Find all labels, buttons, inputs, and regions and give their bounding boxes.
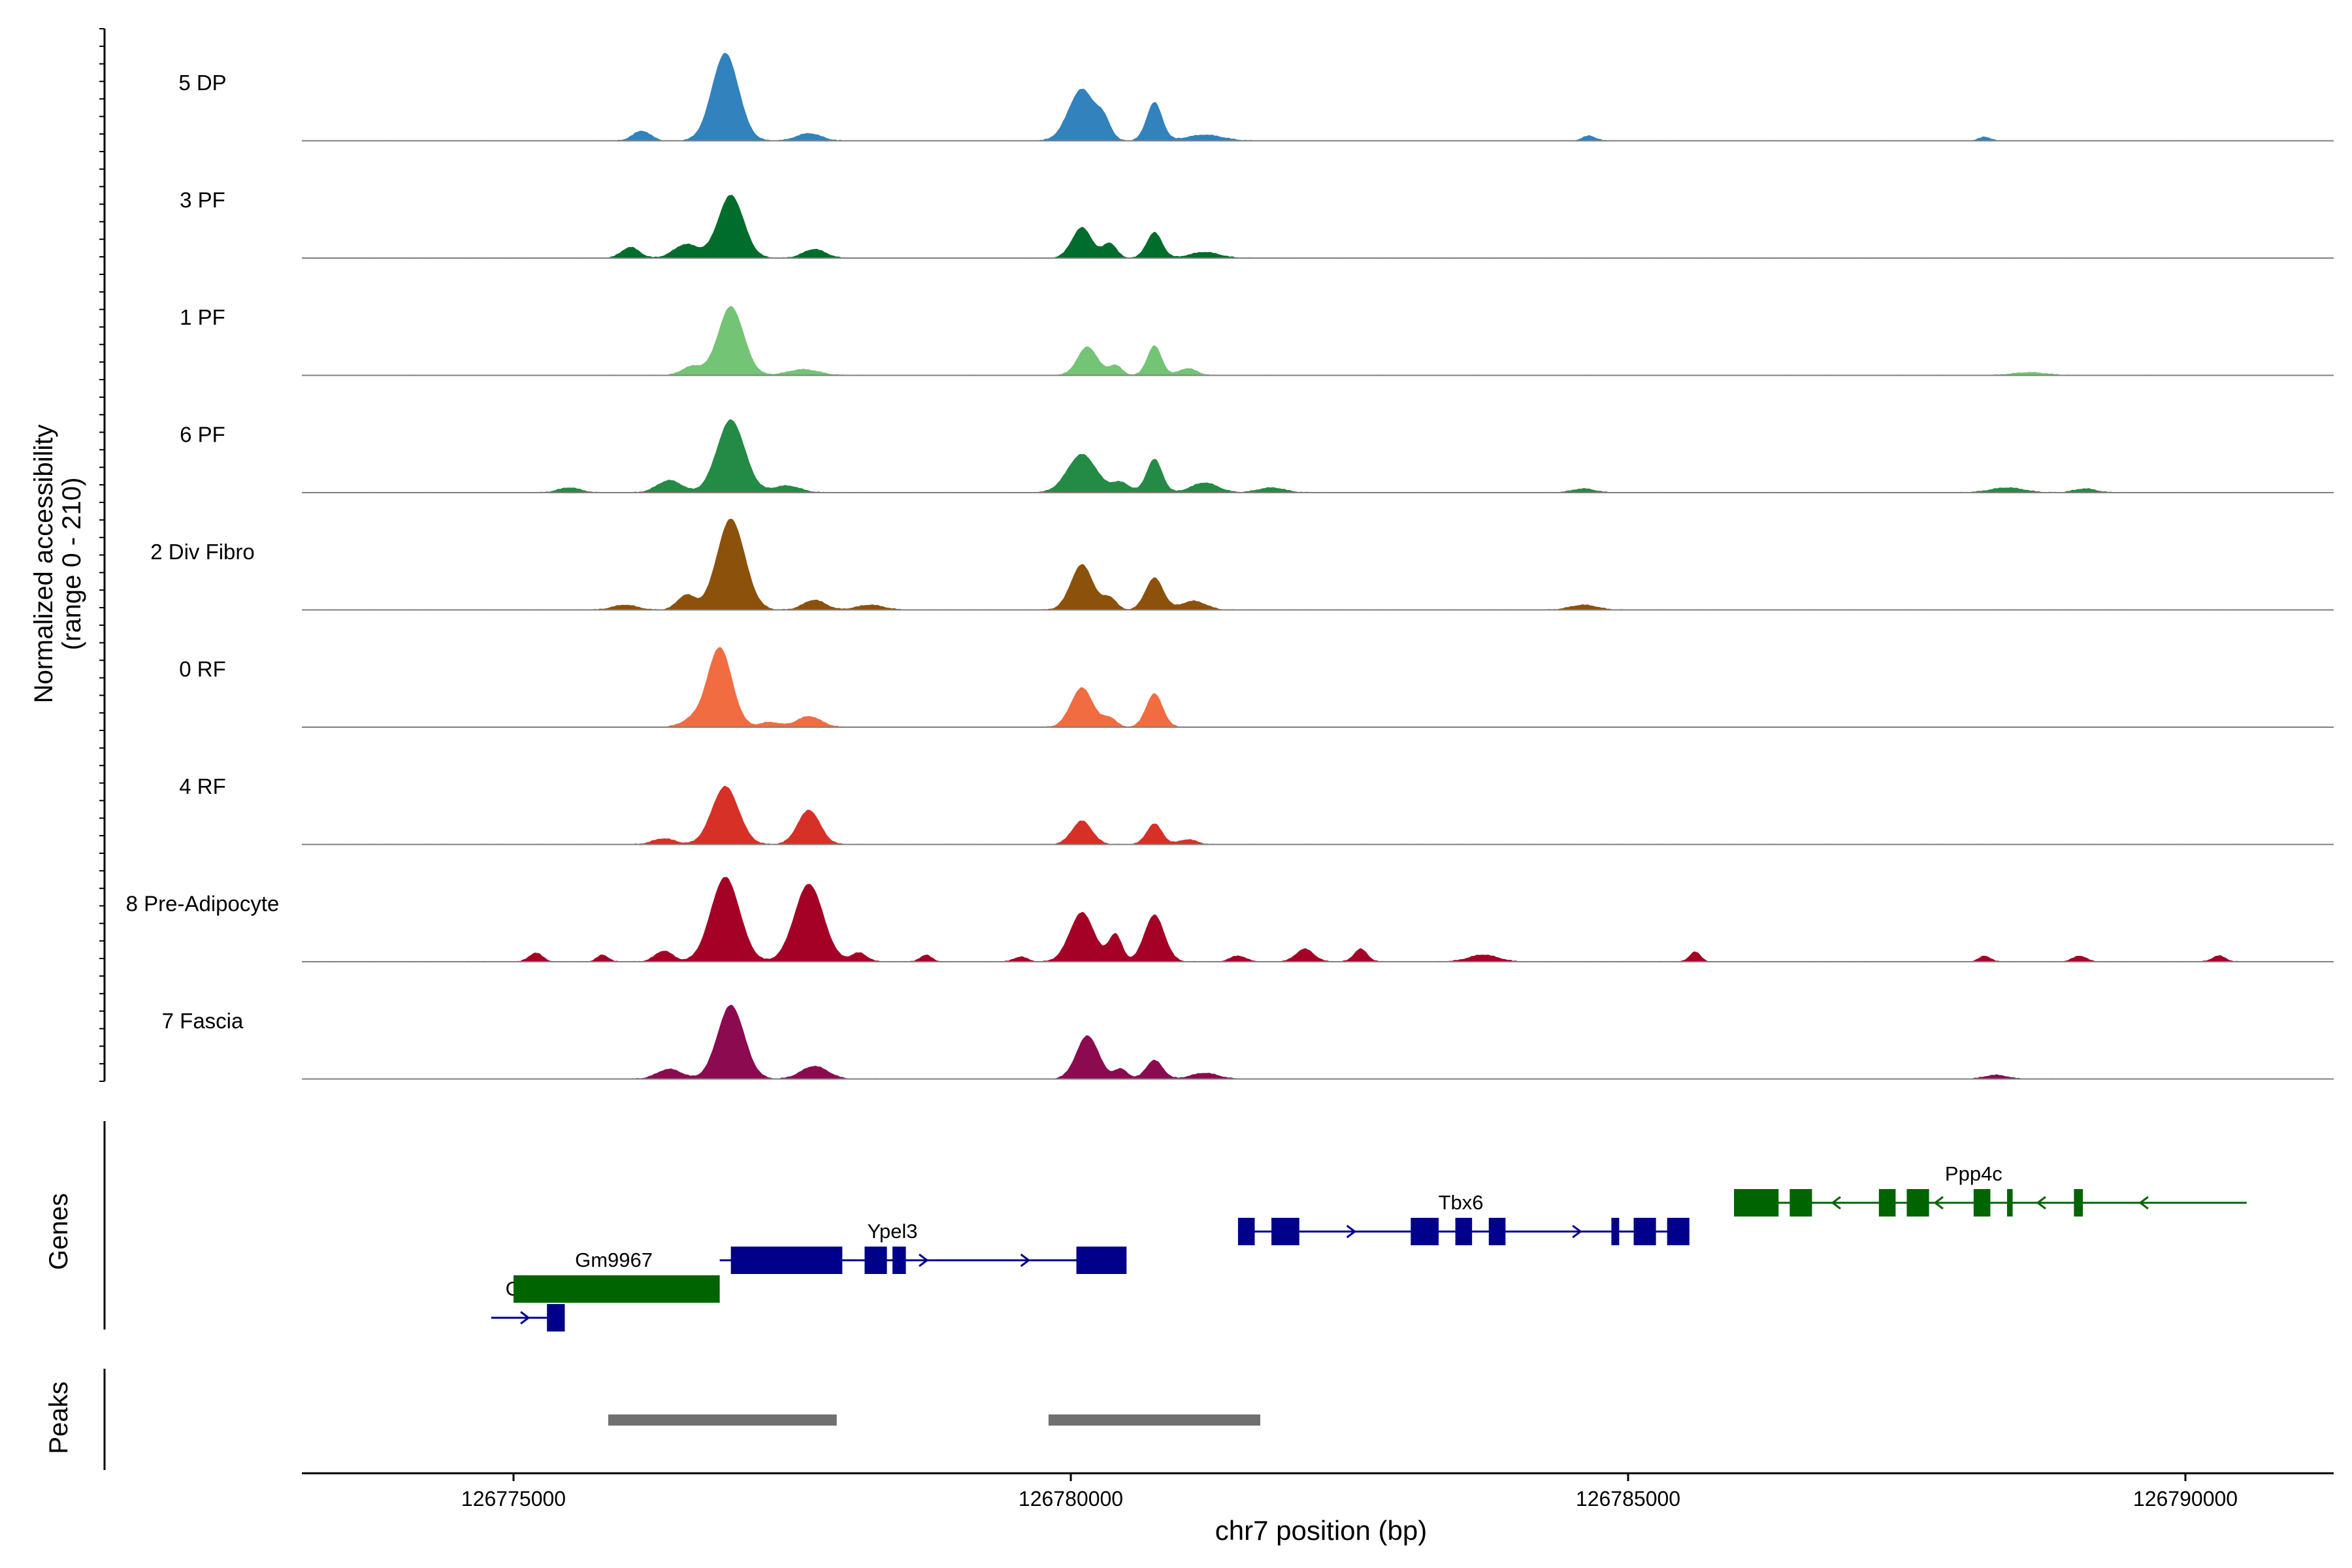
coverage-area [302,877,2242,962]
y-axis [99,28,106,1082]
track-label: 0 RF [179,657,226,681]
track-8-pre-adipocyte: 8 Pre-Adipocyte [126,877,2334,962]
track-label: 2 Div Fibro [150,540,255,564]
peak-region [608,1414,837,1426]
track-label: 8 Pre-Adipocyte [126,891,280,915]
coverage-area [302,195,2242,258]
track-label: 6 PF [180,422,225,446]
peak-track [103,1369,1261,1470]
coverage-area [302,785,2242,845]
track-label: 7 Fascia [162,1009,244,1033]
peak-region [1048,1414,1261,1426]
track-label: 4 RF [179,774,226,798]
strand-arrow [919,1253,929,1267]
genes-track-label: Genes [44,1193,73,1270]
gene-label: Tbx6 [1439,1191,1484,1214]
gene-label: Ppp4c [1945,1162,2002,1185]
gene-label: Ypel3 [868,1220,918,1243]
exon [1411,1218,1439,1245]
exon [2074,1189,2083,1217]
exon [1973,1189,1991,1217]
peaks-track-label: Peaks [44,1381,73,1454]
coverage-tracks: 5 DP 3 PF 1 PF 6 PF 2 Div Fibro 0 RF 4 RF 8 Pre… [99,28,2334,1082]
x-tick-label: 126785000 [1576,1487,1680,1511]
strand-arrow [1346,1224,1357,1239]
track-4-rf: 4 RF [179,774,2334,845]
y-axis-label: Normalized accessibility [29,425,58,704]
track-6-pf: 6 PF [180,419,2334,493]
track-label: 3 PF [180,188,225,212]
x-tick-label: 126790000 [2133,1487,2238,1511]
exon [2007,1189,2013,1217]
exon [1734,1189,1779,1217]
gene-ppp4c: Ppp4c [1734,1162,2247,1217]
exon [547,1304,565,1331]
coverage-area [302,519,2242,610]
x-tick-label: 126775000 [461,1487,566,1511]
exon [1611,1218,1620,1245]
strand-arrow [2036,1196,2046,1210]
exon [1237,1218,1255,1245]
exon [1667,1218,1690,1245]
x-tick-label: 126780000 [1019,1487,1123,1511]
coverage-area [302,647,2242,727]
track-7-fascia: 7 Fascia [162,1005,2334,1080]
strand-arrow [2138,1196,2149,1210]
gene-track: Gdpd3Gm9967Ypel3Tbx6Ppp4c [103,1121,2247,1331]
coverage-area [302,52,2242,141]
exon [730,1247,843,1274]
track-1-pf: 1 PF [180,305,2334,376]
gene-ypel3: Ypel3 [719,1220,1127,1274]
coverage-area [302,1005,2242,1079]
strand-arrow [1831,1196,1841,1210]
track-label: 1 PF [180,305,225,329]
exon [1076,1247,1127,1274]
exon [1789,1189,1812,1217]
track-3-pf: 3 PF [180,188,2334,259]
exon [892,1247,906,1274]
x-axis-title: chr7 position (bp) [1215,1515,1428,1546]
track-0-rf: 0 RF [179,647,2334,728]
strand-arrow [520,1311,531,1325]
exon [1488,1218,1506,1245]
track-5-dp: 5 DP [178,52,2334,142]
y-axis-range-label: (range 0 - 210) [57,478,86,651]
gene-gm9967: Gm9967 [514,1249,720,1303]
coverage-area [302,306,2242,376]
strand-arrow [1572,1224,1582,1239]
exon [864,1247,887,1274]
exon [514,1275,720,1303]
track-2-div-fibro: 2 Div Fibro [150,519,2334,611]
x-axis: 126775000 126780000 126785000 126790000 [302,1472,2334,1511]
exon [1878,1189,1896,1217]
exon [1633,1218,1656,1245]
exon [1271,1218,1299,1245]
strand-arrow [1020,1253,1031,1267]
strand-arrow [1933,1196,1944,1210]
track-label: 5 DP [178,71,226,95]
coverage-area [302,419,2242,493]
gene-tbx6: Tbx6 [1237,1191,1690,1245]
exon [1455,1218,1473,1245]
gene-label: Gm9967 [575,1249,653,1271]
exon [1906,1189,1929,1217]
